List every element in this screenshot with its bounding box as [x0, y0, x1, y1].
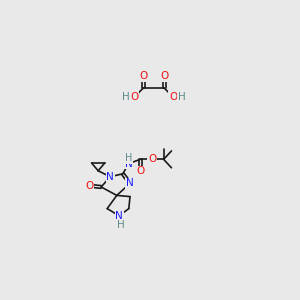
Text: N: N	[115, 211, 123, 221]
Text: O: O	[139, 71, 148, 81]
Text: O: O	[130, 92, 139, 102]
Text: H: H	[122, 92, 130, 102]
Text: H: H	[125, 154, 133, 164]
Text: N: N	[106, 172, 114, 182]
Text: H: H	[178, 92, 185, 102]
Text: O: O	[85, 181, 93, 191]
Text: N: N	[126, 178, 134, 188]
Text: O: O	[148, 154, 156, 164]
Text: O: O	[160, 71, 168, 81]
Text: H: H	[116, 220, 124, 230]
Text: O: O	[136, 167, 144, 176]
Text: N: N	[125, 159, 133, 169]
Text: O: O	[169, 92, 177, 102]
